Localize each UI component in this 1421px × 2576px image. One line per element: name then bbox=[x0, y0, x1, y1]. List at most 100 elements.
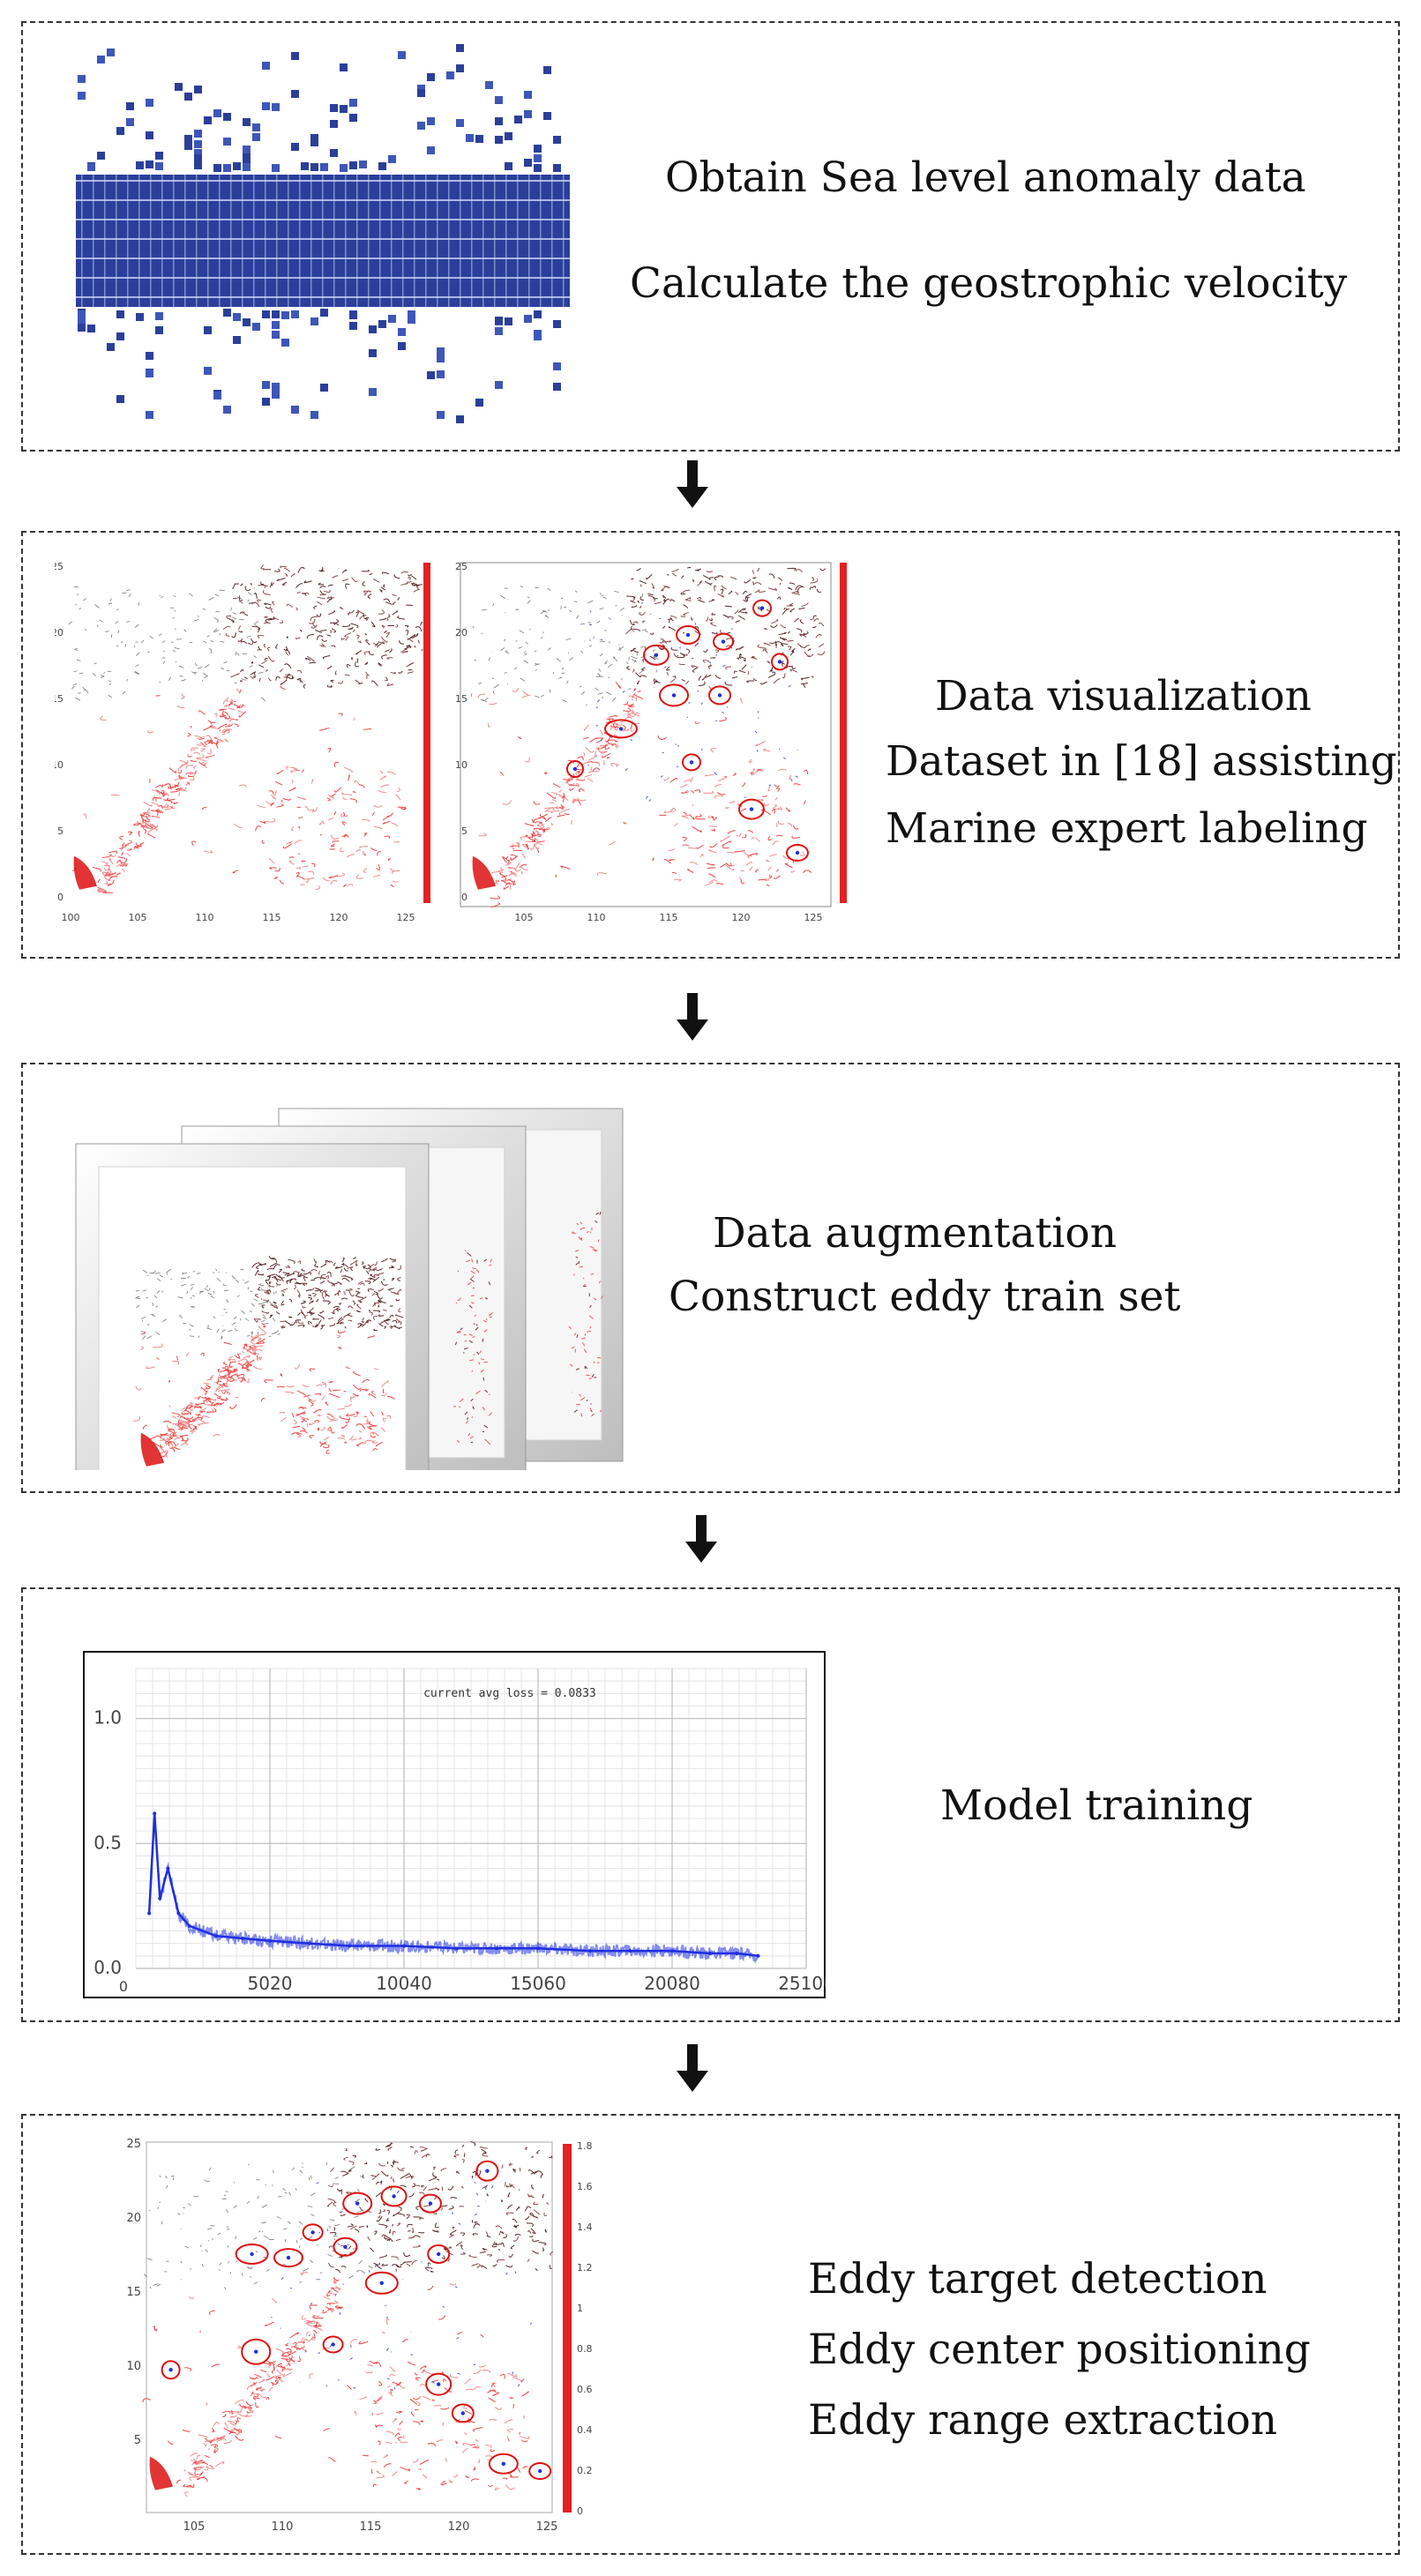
contour-line bbox=[415, 2487, 421, 2490]
contour-line bbox=[363, 1420, 370, 1425]
contour-line bbox=[241, 1350, 245, 1354]
contour-line bbox=[268, 858, 275, 864]
contour-line bbox=[632, 656, 638, 660]
contour-line bbox=[173, 1431, 177, 1434]
band-stripe bbox=[494, 175, 496, 307]
contour-line bbox=[500, 2199, 504, 2202]
contour-line bbox=[301, 1268, 305, 1272]
contour-line bbox=[464, 1249, 467, 1252]
contour-line bbox=[397, 806, 407, 810]
contour-line bbox=[382, 820, 391, 825]
contour-line bbox=[812, 615, 817, 620]
contour-line bbox=[489, 2418, 497, 2422]
contour-line bbox=[490, 902, 501, 908]
contour-line bbox=[255, 1331, 266, 1336]
contour-line bbox=[789, 608, 795, 613]
eddy-center bbox=[310, 2230, 315, 2235]
contour-line bbox=[762, 795, 767, 797]
velocity-mark bbox=[641, 620, 646, 623]
contour-line bbox=[375, 2424, 378, 2428]
contour-line bbox=[348, 2161, 355, 2166]
contour-line bbox=[472, 1267, 476, 1270]
contour-line bbox=[791, 665, 797, 670]
eddy-outline bbox=[425, 2372, 452, 2396]
x-tick-label: 15060 bbox=[510, 1973, 566, 1994]
contour-line bbox=[565, 780, 575, 786]
contour-line bbox=[736, 657, 740, 661]
contour-line bbox=[386, 2142, 393, 2147]
contour-line bbox=[85, 629, 87, 631]
contour-line bbox=[515, 862, 520, 869]
contour-line bbox=[607, 663, 613, 668]
contour-line bbox=[256, 1265, 259, 1269]
contour-line bbox=[326, 1272, 332, 1277]
contour-line bbox=[155, 1305, 159, 1308]
contour-line bbox=[684, 779, 692, 783]
data-cell bbox=[126, 102, 134, 110]
data-cell bbox=[466, 134, 474, 142]
contour-line bbox=[385, 1415, 392, 1420]
contour-line bbox=[757, 567, 760, 572]
contour-line bbox=[482, 2369, 490, 2373]
contour-line bbox=[389, 1266, 395, 1269]
contour-line bbox=[226, 2226, 229, 2229]
contour-line bbox=[635, 620, 638, 623]
contour-line bbox=[190, 2460, 196, 2466]
contour-line bbox=[193, 619, 199, 622]
data-cell bbox=[243, 163, 251, 171]
data-cell bbox=[272, 310, 280, 318]
contour-line bbox=[262, 590, 271, 595]
contour-line bbox=[281, 2368, 284, 2372]
contour-line bbox=[296, 677, 302, 683]
contour-line bbox=[192, 1270, 195, 1273]
contour-line bbox=[474, 1314, 476, 1318]
contour-line bbox=[222, 1382, 226, 1387]
contour-line bbox=[469, 1278, 475, 1282]
contour-line bbox=[367, 1264, 371, 1268]
contour-line bbox=[348, 612, 350, 616]
contour-line bbox=[181, 1406, 187, 1411]
contour-line bbox=[369, 1425, 378, 1427]
contour-line bbox=[456, 1330, 461, 1333]
contour-line bbox=[340, 638, 346, 640]
contour-line bbox=[151, 828, 158, 832]
contour-line bbox=[331, 1311, 335, 1315]
contour-line bbox=[767, 866, 772, 870]
contour-line bbox=[206, 1378, 213, 1381]
velocity-mark bbox=[484, 2187, 487, 2191]
velocity-mark bbox=[722, 665, 726, 667]
contour-line bbox=[514, 868, 521, 872]
velocity-mark bbox=[452, 2212, 453, 2215]
contour-line bbox=[322, 2310, 327, 2314]
velocity-mark bbox=[662, 751, 664, 754]
contour-line bbox=[148, 2209, 150, 2212]
contour-line bbox=[341, 569, 347, 573]
contour-line bbox=[380, 1380, 389, 1387]
contour-line bbox=[237, 710, 245, 713]
contour-line bbox=[322, 1445, 330, 1449]
contour-line bbox=[395, 1318, 400, 1323]
contour-line bbox=[209, 2464, 213, 2468]
contour-line bbox=[583, 1283, 587, 1287]
eddy-outline bbox=[708, 685, 731, 706]
contour-line bbox=[280, 1416, 288, 1422]
contour-line bbox=[602, 596, 607, 600]
contour-line bbox=[260, 1288, 266, 1292]
contour-line bbox=[333, 2280, 337, 2284]
velocity-mark bbox=[474, 2213, 477, 2216]
contour-line bbox=[530, 2228, 536, 2235]
contour-line bbox=[311, 1292, 317, 1297]
y-tick-label: 5 bbox=[57, 825, 64, 837]
contour-line bbox=[330, 2167, 335, 2172]
eddy-center bbox=[685, 632, 691, 638]
contour-line bbox=[358, 2226, 364, 2228]
contour-line bbox=[216, 1397, 227, 1401]
data-cell bbox=[233, 313, 241, 321]
contour-line bbox=[362, 580, 366, 586]
contour-line bbox=[286, 1385, 295, 1388]
band-stripe bbox=[414, 175, 415, 307]
contour-line bbox=[455, 2241, 463, 2247]
contour-line bbox=[349, 2166, 355, 2170]
contour-line bbox=[159, 1274, 164, 1278]
loss-point bbox=[187, 1923, 191, 1928]
